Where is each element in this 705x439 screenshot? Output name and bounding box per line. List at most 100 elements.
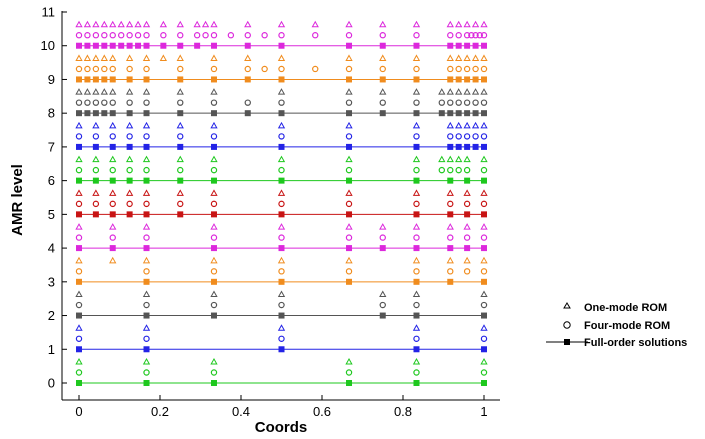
full-order-point bbox=[346, 211, 353, 218]
one-mode-point bbox=[480, 223, 488, 230]
full-order-point bbox=[143, 143, 150, 150]
full-order-point bbox=[143, 245, 150, 252]
one-mode-point bbox=[345, 54, 353, 61]
y-tick-label: 4 bbox=[48, 241, 55, 256]
one-mode-point bbox=[463, 20, 471, 28]
full-order-point bbox=[210, 177, 217, 184]
one-mode-point bbox=[176, 155, 184, 163]
four-mode-point bbox=[109, 133, 116, 140]
one-mode-point bbox=[480, 155, 488, 163]
series-layer bbox=[75, 20, 488, 386]
full-order-point bbox=[379, 110, 386, 117]
four-mode-point bbox=[463, 99, 471, 106]
one-mode-point bbox=[471, 121, 480, 129]
full-order-point bbox=[447, 42, 454, 49]
four-mode-point bbox=[278, 301, 285, 309]
y-tick-label: 5 bbox=[48, 207, 55, 222]
full-order-point bbox=[126, 177, 133, 184]
full-order-point bbox=[177, 76, 184, 83]
one-mode-point bbox=[345, 155, 353, 163]
four-mode-point bbox=[480, 65, 488, 73]
four-mode-point bbox=[109, 32, 116, 39]
one-mode-point bbox=[471, 88, 480, 95]
four-mode-point bbox=[109, 65, 116, 73]
series-level-6 bbox=[75, 155, 488, 184]
four-mode-point bbox=[472, 32, 479, 39]
one-mode-point bbox=[463, 155, 471, 163]
full-order-point bbox=[109, 110, 116, 117]
four-mode-point bbox=[101, 65, 108, 73]
one-mode-point bbox=[463, 88, 471, 95]
four-mode-point bbox=[92, 99, 100, 106]
one-mode-point bbox=[125, 54, 134, 61]
one-mode-point bbox=[412, 324, 421, 331]
four-mode-point bbox=[193, 32, 201, 39]
full-order-point bbox=[413, 42, 420, 49]
four-mode-point bbox=[480, 32, 488, 39]
one-mode-point bbox=[117, 20, 125, 28]
full-order-point bbox=[101, 42, 108, 49]
full-order-point bbox=[413, 245, 420, 252]
full-order-point bbox=[109, 42, 116, 49]
four-mode-point bbox=[177, 65, 184, 73]
one-mode-point bbox=[463, 54, 471, 61]
four-mode-point bbox=[447, 166, 454, 174]
four-mode-point bbox=[413, 99, 420, 106]
one-mode-point bbox=[109, 54, 117, 61]
one-mode-point bbox=[75, 223, 83, 230]
one-mode-point bbox=[379, 88, 387, 95]
one-mode-point bbox=[446, 189, 454, 196]
full-order-point bbox=[472, 143, 479, 150]
four-mode-point bbox=[84, 32, 91, 39]
y-tick-label: 10 bbox=[41, 38, 55, 53]
full-order-point bbox=[210, 42, 217, 49]
four-mode-point bbox=[210, 268, 218, 275]
full-order-point bbox=[278, 177, 285, 184]
four-mode-point bbox=[312, 32, 319, 39]
one-mode-point bbox=[412, 290, 421, 298]
x-tick-label: 0.6 bbox=[313, 404, 331, 419]
full-order-point bbox=[143, 278, 150, 285]
one-mode-point bbox=[75, 357, 83, 365]
full-order-point bbox=[455, 76, 462, 83]
full-order-point bbox=[379, 42, 386, 49]
one-mode-point bbox=[379, 290, 387, 298]
four-mode-point bbox=[210, 369, 218, 376]
four-mode-point bbox=[463, 32, 471, 39]
full-order-point bbox=[76, 42, 82, 49]
full-order-point bbox=[76, 278, 82, 285]
four-mode-point bbox=[480, 234, 488, 241]
four-mode-point bbox=[75, 200, 83, 208]
four-mode-point bbox=[345, 166, 353, 174]
one-mode-point bbox=[142, 324, 151, 331]
full-order-point bbox=[413, 278, 420, 285]
full-order-point bbox=[278, 346, 285, 353]
full-order-point bbox=[194, 42, 201, 49]
full-order-point bbox=[447, 76, 454, 83]
four-mode-point bbox=[126, 133, 133, 140]
full-order-point bbox=[278, 143, 285, 150]
one-mode-point bbox=[142, 121, 151, 129]
four-mode-point bbox=[438, 166, 445, 174]
four-mode-point bbox=[278, 234, 285, 241]
four-mode-point bbox=[227, 32, 235, 39]
full-order-point bbox=[92, 110, 99, 117]
four-mode-point bbox=[480, 133, 488, 140]
four-mode-point bbox=[345, 234, 353, 241]
four-mode-point bbox=[210, 133, 218, 140]
full-order-point bbox=[177, 177, 184, 184]
four-mode-point bbox=[278, 99, 285, 106]
four-mode-point bbox=[210, 32, 218, 39]
one-mode-point bbox=[142, 54, 151, 61]
one-mode-point bbox=[125, 88, 134, 95]
four-mode-point bbox=[379, 99, 386, 106]
one-mode-point bbox=[277, 290, 286, 298]
four-mode-point bbox=[75, 65, 83, 73]
four-mode-point bbox=[447, 133, 454, 140]
full-order-point bbox=[76, 380, 82, 386]
full-order-point bbox=[447, 177, 454, 184]
four-mode-point bbox=[413, 234, 420, 241]
four-mode-point bbox=[210, 99, 218, 106]
four-mode-point bbox=[345, 200, 353, 208]
one-mode-point bbox=[92, 121, 100, 129]
